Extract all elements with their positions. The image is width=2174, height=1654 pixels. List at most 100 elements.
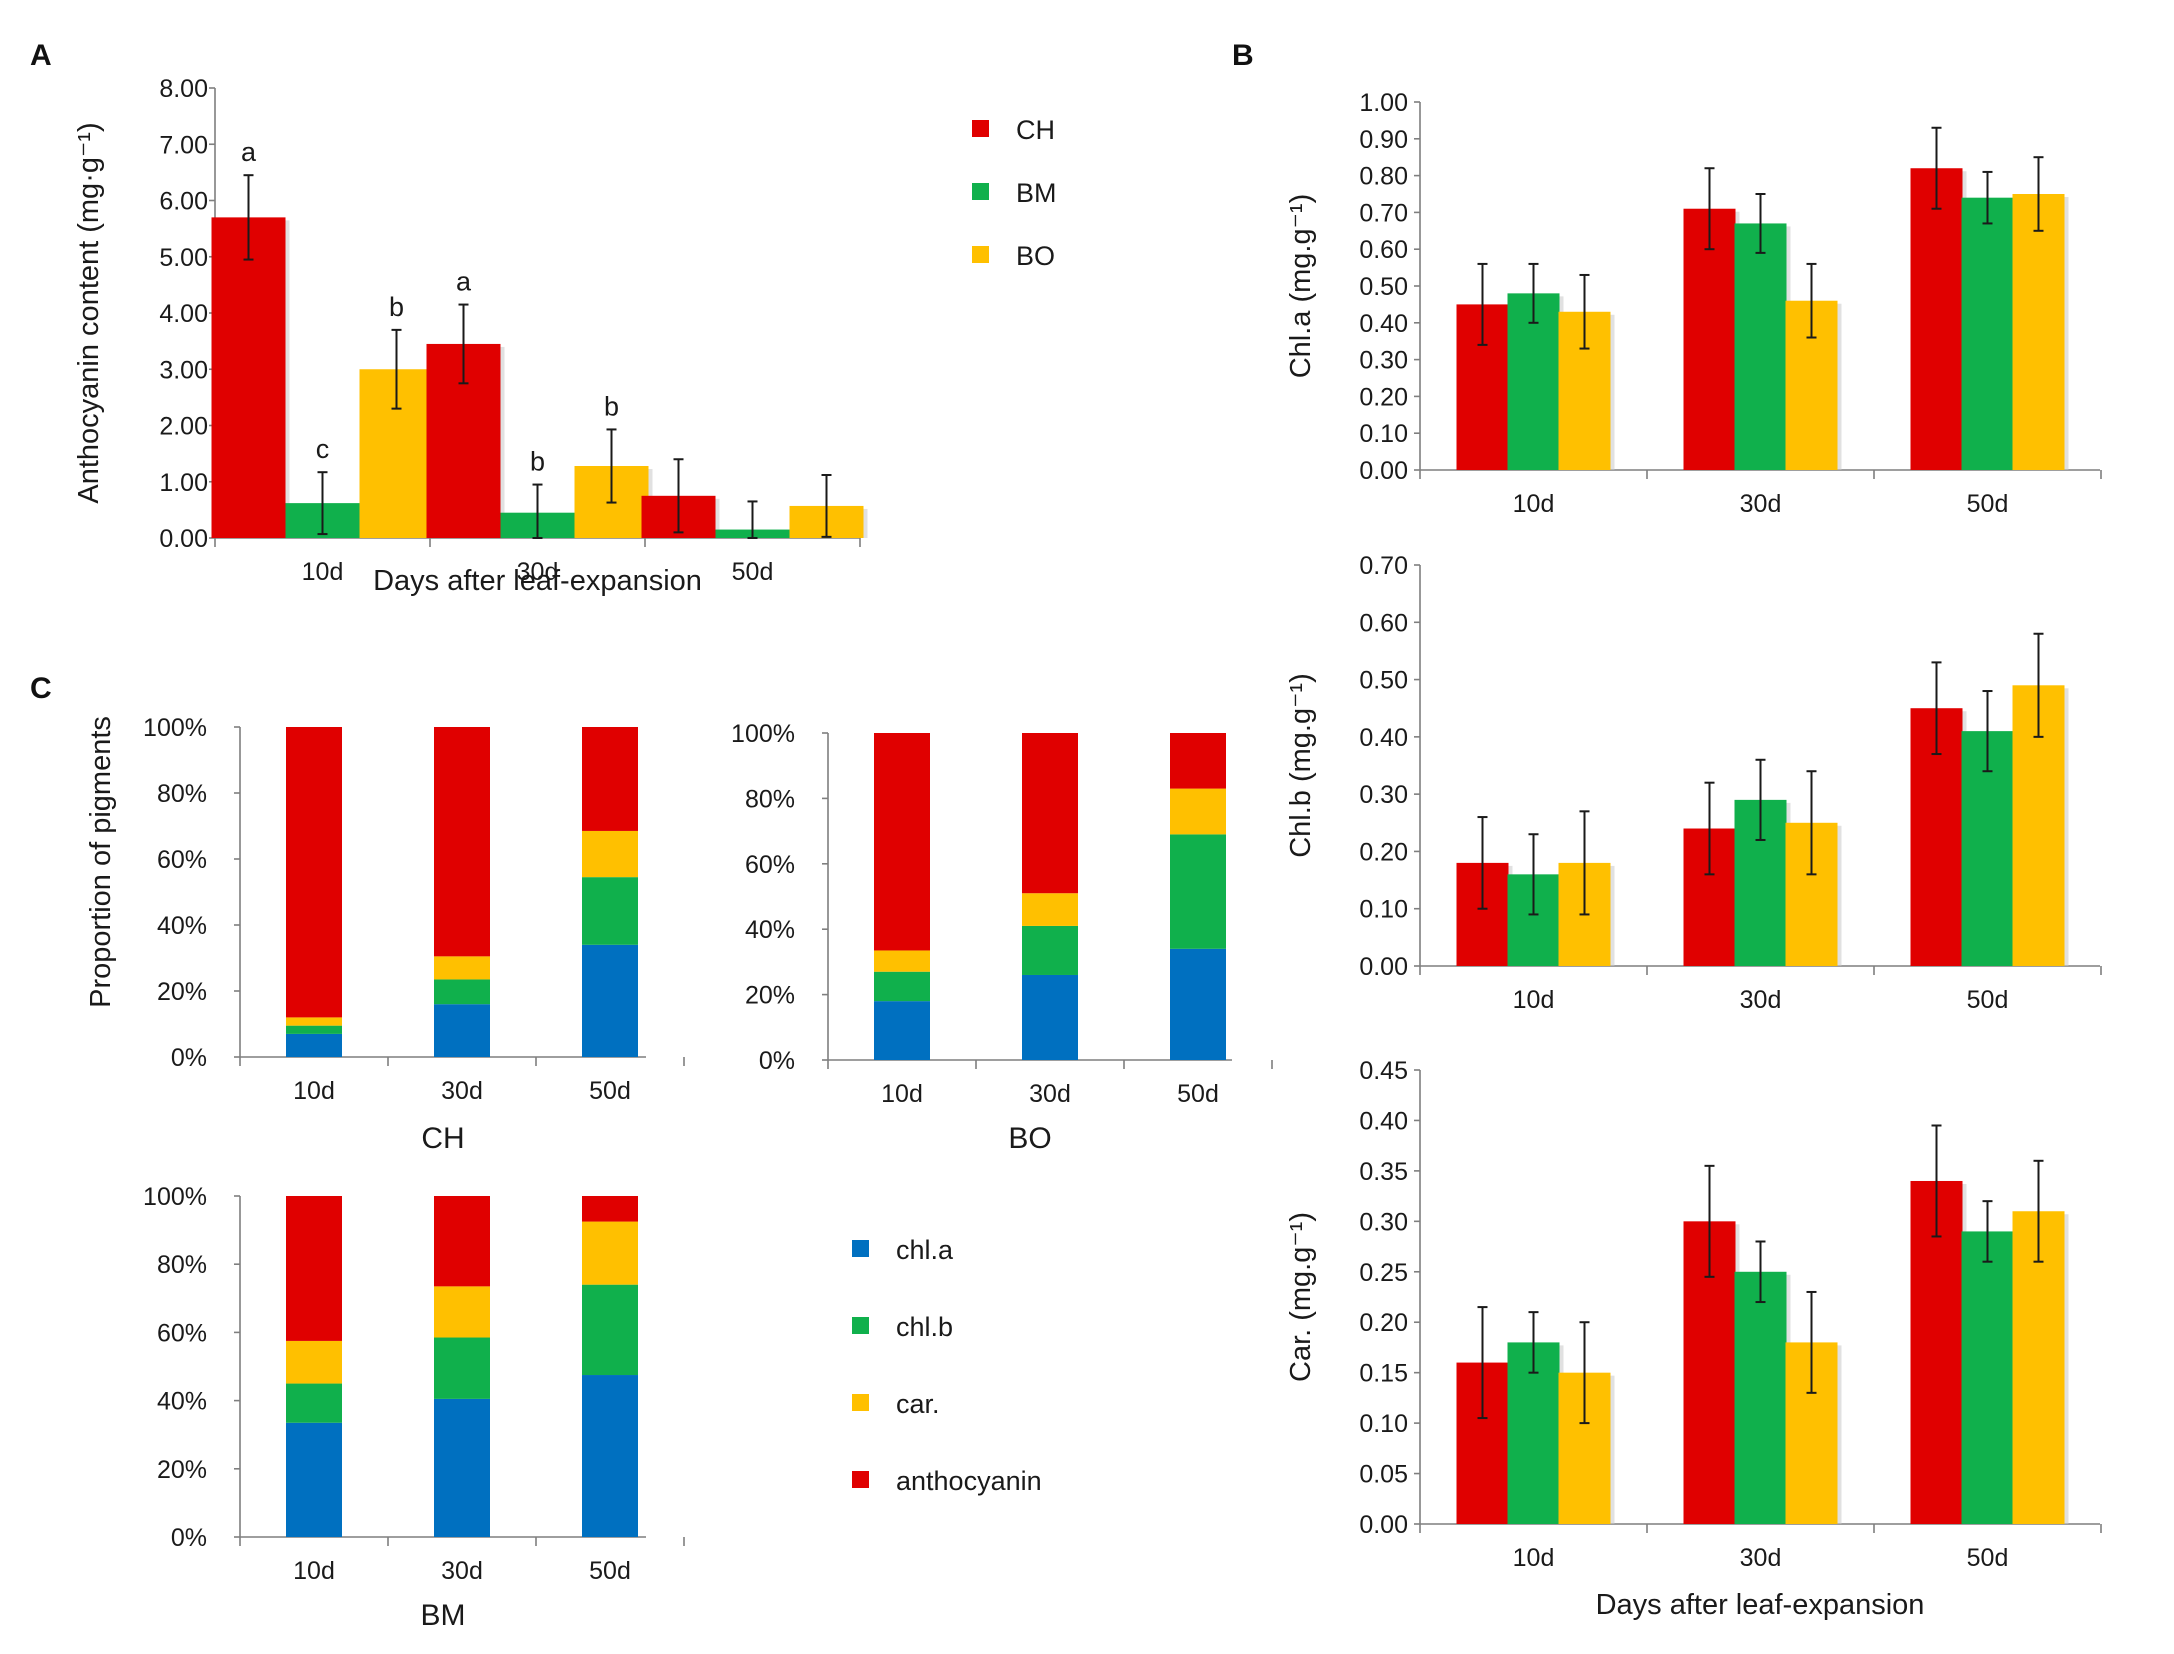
stack-chl.a-10d xyxy=(286,1033,342,1057)
legend-label-BO: BO xyxy=(1016,241,1055,271)
y-tick-label: 7.00 xyxy=(159,131,208,159)
y-tick-label: 0.60 xyxy=(1359,236,1408,264)
stack-car.-30d xyxy=(1022,893,1078,926)
stack-anthocyanin-50d xyxy=(1170,733,1226,789)
stack-anthocyanin-50d xyxy=(582,727,638,831)
y-tick-label: 1.00 xyxy=(1359,89,1408,117)
stack-anthocyanin-30d xyxy=(434,1196,490,1287)
legend-label-anthocyanin: anthocyanin xyxy=(896,1466,1042,1496)
chart-b3: 0.00 0.05 0.10 0.15 0.20 0.25 0.30 0.35 0.40 0.45… xyxy=(1285,1057,2102,1621)
stack-anthocyanin-10d xyxy=(286,727,342,1018)
bar-BM-50d xyxy=(1961,197,2014,470)
significance-letter: b xyxy=(389,292,404,322)
y-tick-label: 0.70 xyxy=(1359,552,1408,580)
y-tick-label: 0.40 xyxy=(1359,1107,1408,1135)
stack-group-title: BO xyxy=(1008,1122,1051,1155)
y-tick-label: 0.10 xyxy=(1359,1410,1408,1438)
stack-chl.b-10d xyxy=(874,971,930,1002)
x-tick-label: 10d xyxy=(881,1080,923,1108)
stack-anthocyanin-30d xyxy=(434,727,490,957)
stack-car.-50d xyxy=(582,1221,638,1285)
stack-chl.a-10d xyxy=(286,1422,342,1537)
stack-car.-50d xyxy=(1170,788,1226,835)
chart-c-bm: 0% 20% 40% 60% 80% 100% 10d 30d 50d BM chl.a chl.b c… xyxy=(143,1183,1042,1632)
legend-label-CH: CH xyxy=(1016,115,1055,145)
stack-chl.b-50d xyxy=(582,1284,638,1376)
stack-chl.a-50d xyxy=(1170,948,1226,1060)
legend-label-BM: BM xyxy=(1016,178,1057,208)
x-tick-label: 10d xyxy=(1513,490,1555,518)
legend-label-car.: car. xyxy=(896,1389,940,1419)
x-tick-label: 30d xyxy=(441,1077,483,1105)
legend-swatch-anthocyanin xyxy=(852,1471,869,1488)
significance-letter: c xyxy=(316,434,330,464)
x-tick-label: 50d xyxy=(1967,1544,2009,1572)
bar-BM-30d xyxy=(1734,223,1787,470)
y-tick-label: 4.00 xyxy=(159,300,208,328)
stack-car.-50d xyxy=(582,830,638,878)
x-axis-title: Days after leaf-expansion xyxy=(1596,1589,1925,1621)
significance-letter: b xyxy=(530,447,545,477)
y-tick-label: 0.30 xyxy=(1359,1208,1408,1236)
y-tick-label: 0.20 xyxy=(1359,1309,1408,1337)
stack-anthocyanin-10d xyxy=(874,733,930,951)
bar-BO-50d xyxy=(2012,1211,2065,1524)
y-tick-label: 3.00 xyxy=(159,356,208,384)
y-tick-label: 0.20 xyxy=(1359,838,1408,866)
x-tick-label: 30d xyxy=(1029,1080,1071,1108)
bar-BM-30d xyxy=(1734,1271,1787,1524)
stack-anthocyanin-30d xyxy=(1022,733,1078,894)
x-tick-label: 50d xyxy=(732,558,774,586)
stack-group-title: CH xyxy=(421,1122,464,1155)
y-tick-label: 0% xyxy=(171,1524,207,1552)
x-tick-label: 30d xyxy=(1740,986,1782,1014)
y-tick-label: 0.00 xyxy=(1359,457,1408,485)
legend-swatch-chl.a xyxy=(852,1240,869,1257)
significance-letter: a xyxy=(241,137,257,167)
y-tick-label: 100% xyxy=(731,720,795,748)
legend-swatch-chl.b xyxy=(852,1317,869,1334)
y-tick-label: 0.90 xyxy=(1359,126,1408,154)
stack-car.-10d xyxy=(286,1017,342,1026)
x-tick-label: 10d xyxy=(293,1077,335,1105)
y-tick-label: 0.80 xyxy=(1359,163,1408,191)
stack-group-title: BM xyxy=(421,1599,466,1632)
x-tick-label: 30d xyxy=(1740,1544,1782,1572)
legend-swatch-BM xyxy=(972,183,989,200)
x-tick-label: 50d xyxy=(1967,986,2009,1014)
x-tick-label: 50d xyxy=(589,1557,631,1585)
significance-letter: a xyxy=(456,267,472,297)
x-tick-label: 30d xyxy=(1740,490,1782,518)
x-tick-label: 10d xyxy=(293,1557,335,1585)
chart-b2: 0.00 0.10 0.20 0.30 0.40 0.50 0.60 0.70 10d 30d 50… xyxy=(1285,552,2102,1014)
y-tick-label: 0.40 xyxy=(1359,310,1408,338)
y-axis-title: Chl.a (mg.g⁻¹) xyxy=(1285,194,1317,379)
stack-car.-10d xyxy=(286,1340,342,1384)
y-tick-label: 0.70 xyxy=(1359,199,1408,227)
stack-chl.a-30d xyxy=(434,1398,490,1537)
y-tick-label: 0.20 xyxy=(1359,383,1408,411)
legend-label-chl.b: chl.b xyxy=(896,1312,953,1342)
x-tick-label: 50d xyxy=(1967,490,2009,518)
stack-chl.b-30d xyxy=(434,1337,490,1399)
bar-CH-50d xyxy=(1910,1180,1963,1524)
stack-chl.a-10d xyxy=(874,1001,930,1060)
x-tick-label: 10d xyxy=(1513,986,1555,1014)
y-tick-label: 100% xyxy=(143,1183,207,1211)
stack-chl.b-50d xyxy=(582,877,638,945)
chart-b1: 0.00 0.10 0.20 0.30 0.40 0.50 0.60 0.70 0.80 0.90… xyxy=(1232,39,2102,518)
y-tick-label: 8.00 xyxy=(159,75,208,103)
stack-car.-30d xyxy=(434,1286,490,1338)
y-tick-label: 0.00 xyxy=(1359,953,1408,981)
y-tick-label: 100% xyxy=(143,714,207,742)
x-tick-label: 10d xyxy=(1513,1544,1555,1572)
x-tick-label: 10d xyxy=(302,558,344,586)
y-tick-label: 60% xyxy=(157,846,207,874)
y-tick-label: 80% xyxy=(157,780,207,808)
chart-c-ch: 0% 20% 40% 60% 80% 100% 10d 30d 50d CH Proportion … xyxy=(30,672,685,1155)
y-tick-label: 0.05 xyxy=(1359,1461,1408,1489)
y-tick-label: 60% xyxy=(157,1319,207,1347)
significance-letter: b xyxy=(604,391,619,421)
y-tick-label: 40% xyxy=(745,916,795,944)
